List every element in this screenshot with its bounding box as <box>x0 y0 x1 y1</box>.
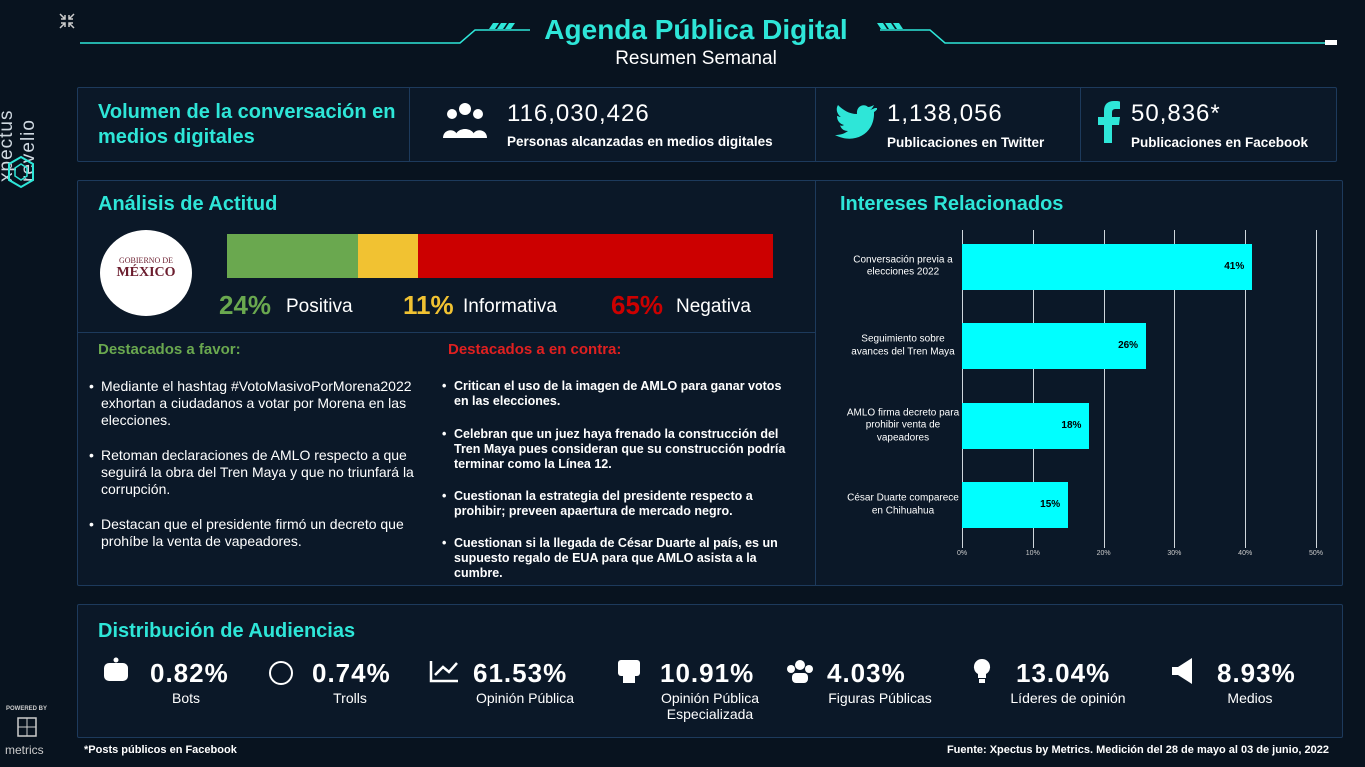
divider <box>1080 87 1081 161</box>
favor-item: Retoman declaraciones de AMLO respecto a… <box>89 447 431 498</box>
attitude-title: Análisis de Actitud <box>98 193 278 215</box>
logo-text: GOBIERNO DE <box>119 256 173 265</box>
audience-value: 4.03% <box>827 658 906 688</box>
audience-value: 61.53% <box>473 658 568 688</box>
favor-title: Destacados a favor: <box>98 341 241 358</box>
divider <box>815 180 816 585</box>
stat-label: Personas alcanzadas en medios digitales <box>507 134 773 149</box>
footnote: *Posts públicos en Facebook <box>84 744 237 756</box>
segment-label: 65% <box>611 290 664 320</box>
divider <box>409 87 410 161</box>
chart-title: Intereses Relacionados <box>840 193 1064 215</box>
favor-item: Destacan que el presidente firmó un decr… <box>89 516 431 550</box>
audience-value: 0.82% <box>150 658 229 688</box>
stat-value: 1,138,056 <box>887 100 1003 127</box>
audience-label: Bots <box>171 690 200 706</box>
title: Agenda Pública Digital <box>544 14 848 45</box>
logo: GOBIERNO DE MÉXICO <box>100 230 192 316</box>
stat-value: 50,836* <box>1131 100 1221 127</box>
segment-name: Positiva <box>286 296 353 317</box>
audience-value: 13.04% <box>1016 658 1111 688</box>
segment-label: 11% <box>403 290 454 320</box>
twitter-icon <box>835 105 877 139</box>
audience-label: Opinión Pública Especializada <box>660 690 760 722</box>
segment-name: Negativa <box>676 296 751 317</box>
attitude-segment <box>227 234 359 278</box>
people-icon <box>443 103 487 138</box>
collapse-icon[interactable] <box>58 12 76 30</box>
attitude-segment <box>418 234 773 278</box>
divider <box>815 87 816 161</box>
header-lines <box>80 23 1337 45</box>
source: Fuente: Xpectus by Metrics. Medición del… <box>946 744 1329 756</box>
logo-text: MÉXICO <box>116 265 176 280</box>
metrics: metrics <box>5 743 44 757</box>
segment-name: Informativa <box>463 296 557 317</box>
contra-item: Cuestionan si la llegada de César Duarte… <box>442 536 789 581</box>
audience-value: 0.74% <box>312 658 391 688</box>
audience-title: Distribución de Audiencias <box>98 620 356 642</box>
contra-title: Destacados a en contra: <box>448 341 622 358</box>
stat-value: 116,030,426 <box>507 100 650 127</box>
audience-label: Opinión Pública <box>475 690 575 706</box>
audience-label: Figuras Públicas <box>828 690 932 706</box>
subtitle: Resumen Semanal <box>615 48 777 69</box>
metrics-logo <box>17 717 37 737</box>
brand-logo <box>8 155 34 189</box>
contra-item: Critican el uso de la imagen de AMLO par… <box>442 379 789 409</box>
facebook-icon <box>1098 101 1120 143</box>
audience-label: Trolls <box>333 690 367 706</box>
divider <box>77 332 815 333</box>
audience-panel <box>77 604 1343 738</box>
segment-label: 24% <box>219 290 272 320</box>
volume-panel <box>77 87 1337 162</box>
audience-icons <box>104 657 1192 685</box>
audience-value: 8.93% <box>1217 658 1296 688</box>
stat-label: Publicaciones en Twitter <box>887 135 1045 150</box>
volume-title: Volumen de la conversación en medios dig… <box>98 101 396 148</box>
powered-by: POWERED BY <box>6 706 48 712</box>
contra-item: Celebran que un juez haya frenado la con… <box>442 427 789 472</box>
audience-value: 10.91% <box>660 658 755 688</box>
audience-label: Medios <box>1227 690 1273 706</box>
audience-label: Líderes de opinión <box>1010 690 1126 706</box>
favor-item: Mediante el hashtag #VotoMasivoPorMorena… <box>89 378 431 429</box>
contra-item: Cuestionan la estrategia del presidente … <box>442 489 789 519</box>
attitude-segment <box>358 234 419 278</box>
stat-label: Publicaciones en Facebook <box>1131 135 1309 150</box>
attitude-bar <box>227 234 773 278</box>
